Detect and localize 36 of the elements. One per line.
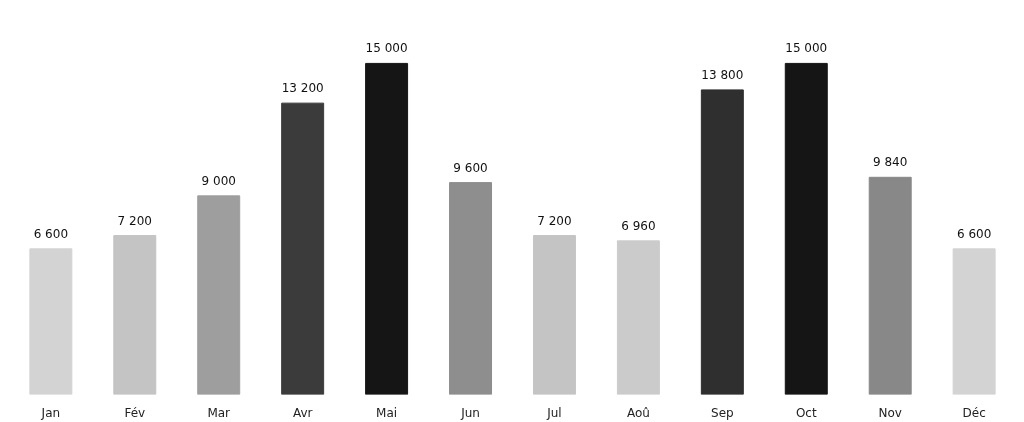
data-label: 7 200: [117, 213, 152, 228]
data-label: 9 600: [453, 160, 488, 175]
data-label: 9 000: [201, 173, 236, 188]
data-label: 6 960: [621, 218, 656, 233]
x-tick-label: Déc: [962, 405, 986, 420]
x-tick-label: Nov: [878, 405, 902, 420]
bar: [281, 102, 325, 395]
data-label: 15 000: [785, 41, 828, 56]
bar: [700, 89, 744, 395]
x-tick-label: Jul: [546, 405, 562, 420]
data-label: 6 600: [956, 226, 992, 241]
bar: [197, 195, 241, 395]
bar: [784, 62, 828, 395]
x-tick-label: Avr: [292, 405, 313, 420]
bar: [365, 62, 409, 395]
bar: [868, 176, 912, 395]
x-tick-label: Mar: [207, 405, 231, 420]
x-tick-label: Oct: [795, 405, 817, 420]
x-tick-label: Jan: [40, 405, 61, 420]
data-label: 13 800: [701, 67, 744, 82]
bar: [952, 248, 996, 395]
data-label: 15 000: [365, 41, 408, 56]
data-label: 7 200: [537, 213, 572, 228]
x-tick-label: Aoû: [626, 405, 650, 420]
x-tick-label: Fév: [124, 405, 146, 420]
data-label: 6 600: [33, 226, 69, 241]
data-label: 13 200: [281, 81, 324, 96]
bar: [29, 248, 73, 395]
bar: [113, 235, 157, 395]
x-tick-label: Jun: [460, 405, 480, 420]
bar: [449, 182, 493, 395]
bar: [616, 240, 660, 395]
x-tick-label: Sep: [711, 405, 734, 420]
bar: [532, 235, 576, 395]
data-label: 9 840: [873, 155, 908, 170]
x-tick-label: Mai: [376, 405, 398, 420]
